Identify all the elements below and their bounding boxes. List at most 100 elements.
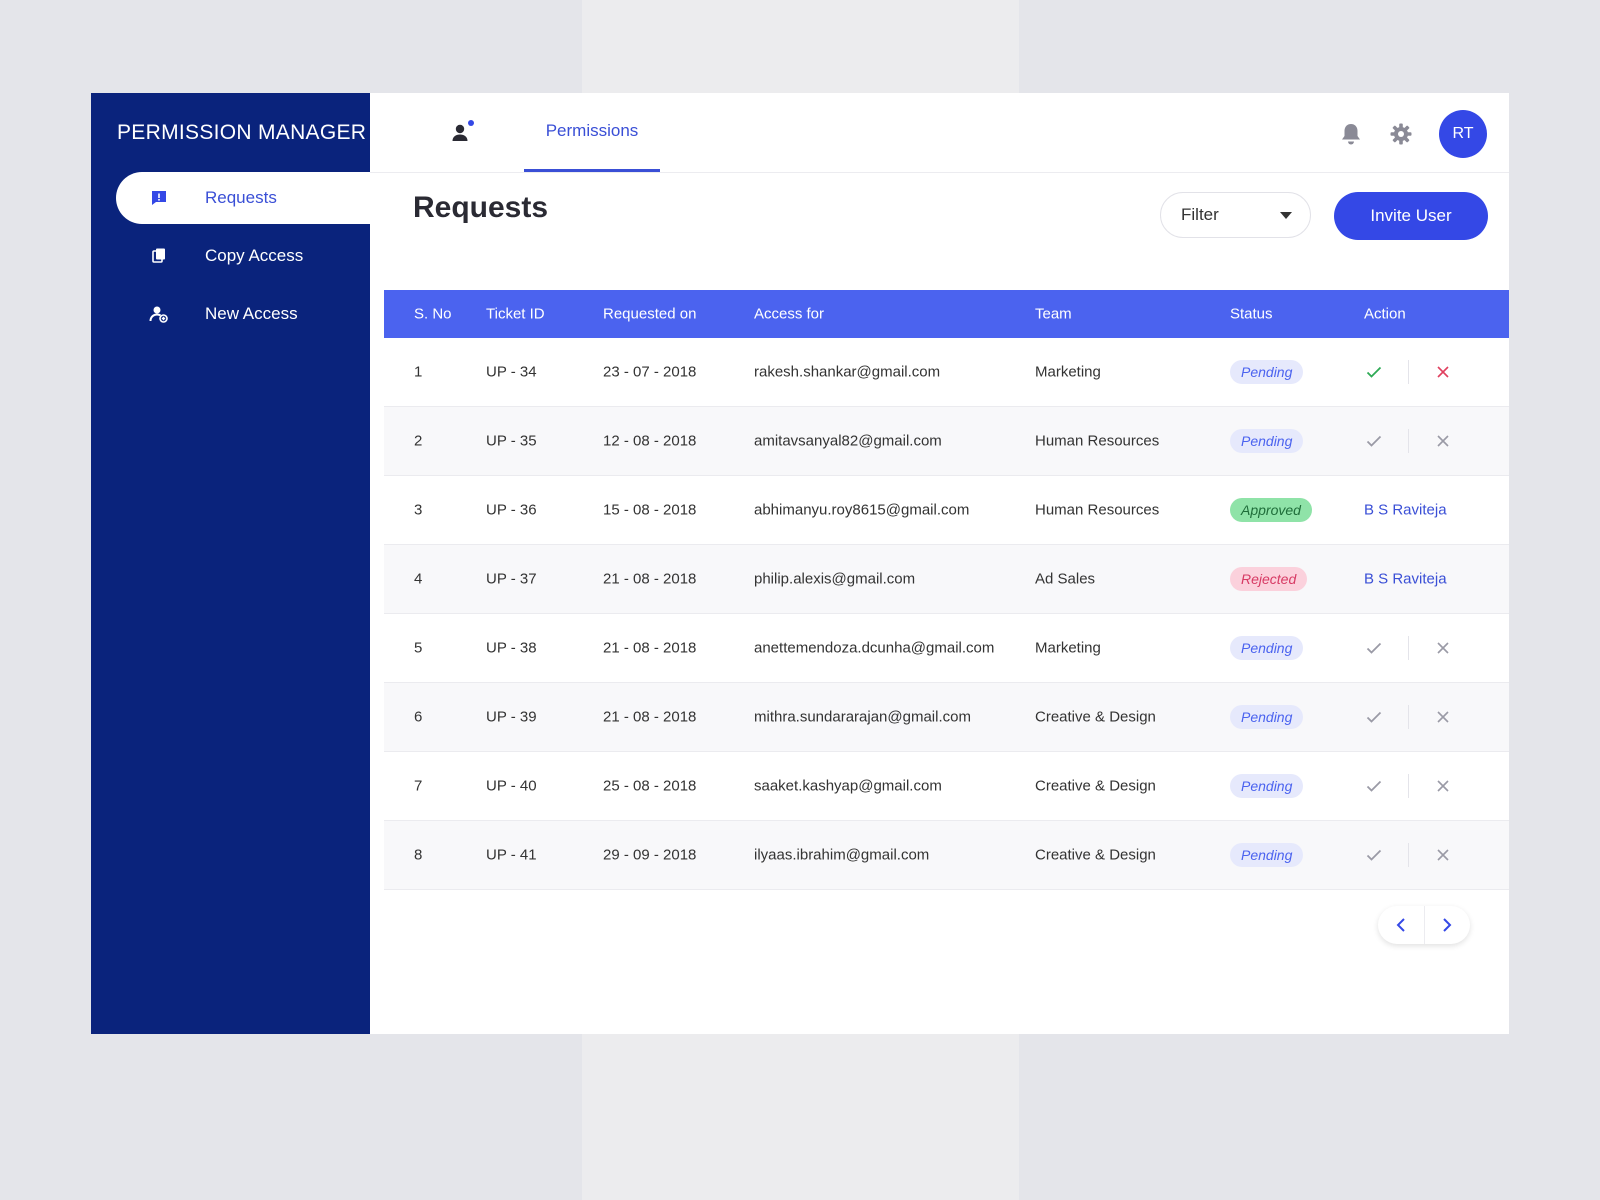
user-add-icon	[149, 304, 169, 324]
previous-page-button[interactable]	[1378, 906, 1424, 944]
table-row: 3 UP - 36 15 - 08 - 2018 abhimanyu.roy8615@…	[384, 476, 1509, 545]
table-body: 1 UP - 34 23 - 07 - 2018 rakesh.shankar@gma…	[384, 338, 1509, 890]
approver-link[interactable]: B S Raviteja	[1364, 570, 1447, 588]
serial-number: 1	[414, 363, 423, 381]
sidebar-item-new-access[interactable]: New Access	[91, 288, 370, 340]
ticket-id: UP - 34	[486, 363, 537, 381]
action-cell	[1364, 636, 1453, 660]
table-row: 1 UP - 34 23 - 07 - 2018 rakesh.shankar@gma…	[384, 338, 1509, 407]
action-cell	[1364, 429, 1453, 453]
sidebar-item-label: New Access	[205, 304, 298, 323]
check-icon	[1366, 642, 1382, 654]
ticket-id: UP - 35	[486, 432, 537, 450]
reject-button[interactable]	[1433, 638, 1453, 658]
column-header: Status	[1230, 305, 1273, 323]
reject-button[interactable]	[1433, 362, 1453, 382]
team-name: Marketing	[1035, 639, 1101, 657]
reject-button[interactable]	[1433, 845, 1453, 865]
avatar[interactable]: RT	[1439, 110, 1487, 158]
team-name: Human Resources	[1035, 432, 1160, 450]
chevron-left-icon	[1396, 918, 1405, 932]
sidebar-item-requests[interactable]: Requests	[116, 172, 370, 224]
close-icon	[1437, 435, 1449, 447]
filter-dropdown[interactable]: Filter	[1160, 192, 1311, 238]
tab-permissions[interactable]: Permissions	[524, 93, 660, 172]
approve-button[interactable]	[1364, 845, 1384, 865]
status-cell: Pending	[1230, 429, 1304, 453]
column-header: Team	[1035, 305, 1072, 323]
status-badge: Pending	[1230, 636, 1304, 660]
ticket-id: UP - 36	[486, 501, 537, 519]
divider	[1408, 636, 1409, 660]
chevron-right-icon	[1443, 918, 1452, 932]
ticket-id: UP - 37	[486, 570, 537, 588]
table-row: 2 UP - 35 12 - 08 - 2018 amitavsanyal82@gma…	[384, 407, 1509, 476]
status-badge: Pending	[1230, 705, 1304, 729]
approve-button[interactable]	[1364, 638, 1384, 658]
column-header: Requested on	[603, 305, 697, 323]
next-page-button[interactable]	[1423, 906, 1471, 944]
sidebar-item-copy-access[interactable]: Copy Access	[91, 230, 370, 282]
team-name: Marketing	[1035, 363, 1101, 381]
close-icon	[1437, 711, 1449, 723]
pagination	[1378, 906, 1470, 944]
access-email: amitavsanyal82@gmail.com	[754, 432, 942, 450]
close-icon	[1437, 642, 1449, 654]
approve-button[interactable]	[1364, 776, 1384, 796]
requests-table: S. No Ticket ID Requested on Access for …	[384, 290, 1509, 890]
table-row: 8 UP - 41 29 - 09 - 2018 ilyaas.ibrahim@gma…	[384, 821, 1509, 890]
divider	[1408, 843, 1409, 867]
requested-date: 23 - 07 - 2018	[603, 363, 697, 381]
gear-icon[interactable]	[1389, 122, 1413, 146]
action-cell: B S Raviteja	[1364, 571, 1447, 588]
approve-button[interactable]	[1364, 362, 1384, 382]
chevron-down-icon	[1280, 212, 1292, 219]
status-cell: Pending	[1230, 705, 1304, 729]
status-cell: Rejected	[1230, 567, 1308, 591]
action-cell	[1364, 360, 1453, 384]
status-cell: Approved	[1230, 498, 1312, 522]
reject-button[interactable]	[1433, 431, 1453, 451]
access-email: saaket.kashyap@gmail.com	[754, 777, 942, 795]
reject-button[interactable]	[1433, 776, 1453, 796]
status-cell: Pending	[1230, 774, 1304, 798]
table-row: 6 UP - 39 21 - 08 - 2018 mithra.sundararaja…	[384, 683, 1509, 752]
table-row: 4 UP - 37 21 - 08 - 2018 philip.alexis@gmai…	[384, 545, 1509, 614]
check-icon	[1366, 435, 1382, 447]
action-cell	[1364, 843, 1453, 867]
serial-number: 6	[414, 708, 423, 726]
access-email: rakesh.shankar@gmail.com	[754, 363, 941, 381]
sidebar-nav: Requests Copy Access New Access	[91, 172, 370, 340]
reject-button[interactable]	[1433, 707, 1453, 727]
table-row: 5 UP - 38 21 - 08 - 2018 anettemendoza.dcun…	[384, 614, 1509, 683]
access-email: mithra.sundararajan@gmail.com	[754, 708, 971, 726]
access-email: philip.alexis@gmail.com	[754, 570, 916, 588]
team-name: Creative & Design	[1035, 846, 1156, 864]
row-actions	[1364, 705, 1453, 729]
bell-icon[interactable]	[1340, 122, 1362, 146]
action-cell: B S Raviteja	[1364, 502, 1447, 519]
access-email: anettemendoza.dcunha@gmail.com	[754, 639, 995, 657]
row-actions	[1364, 843, 1453, 867]
column-header: Access for	[754, 305, 825, 323]
requested-date: 12 - 08 - 2018	[603, 432, 697, 450]
invite-user-button[interactable]: Invite User	[1334, 192, 1488, 240]
app-window: PERMISSION MANAGER Requests Copy Access …	[91, 93, 1509, 1034]
approve-button[interactable]	[1364, 707, 1384, 727]
ticket-id: UP - 39	[486, 708, 537, 726]
check-icon	[1366, 711, 1382, 723]
approve-button[interactable]	[1364, 431, 1384, 451]
approver-link[interactable]: B S Raviteja	[1364, 501, 1447, 519]
sidebar: PERMISSION MANAGER Requests Copy Access …	[91, 93, 370, 1034]
status-badge: Pending	[1230, 843, 1304, 867]
status-badge: Pending	[1230, 360, 1304, 384]
serial-number: 3	[414, 501, 423, 519]
status-badge: Approved	[1230, 498, 1312, 522]
column-header: Action	[1364, 305, 1406, 323]
close-icon	[1437, 780, 1449, 792]
access-email: ilyaas.ibrahim@gmail.com	[754, 846, 930, 864]
main-content: Permissions RT Requests Filter Invite Us…	[370, 93, 1509, 1034]
row-actions	[1364, 636, 1453, 660]
ticket-id: UP - 41	[486, 846, 537, 864]
user-notification-icon[interactable]	[449, 119, 477, 145]
